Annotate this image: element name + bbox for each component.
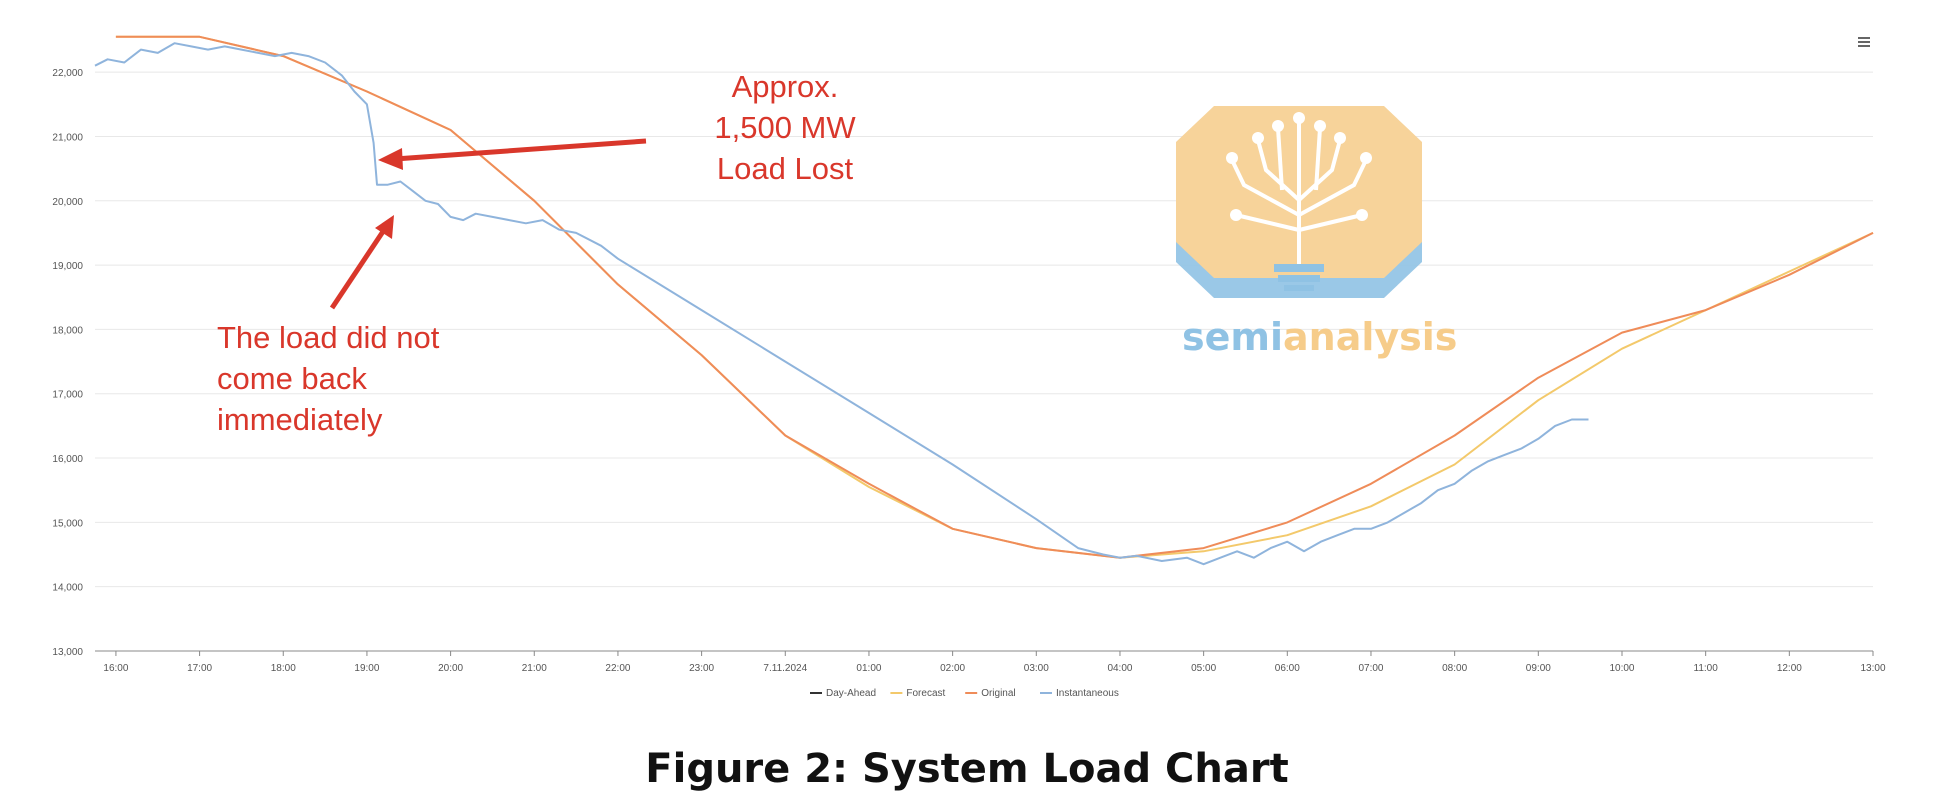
x-tick-label: 06:00 (1275, 663, 1300, 674)
y-tick-label: 13,000 (52, 647, 83, 658)
x-tick-label: 18:00 (271, 663, 296, 674)
y-tick-label: 21,000 (52, 132, 83, 143)
y-tick-label: 14,000 (52, 583, 83, 594)
x-tick-label: 05:00 (1191, 663, 1216, 674)
x-tick-label: 07:00 (1358, 663, 1383, 674)
annotation-line-1: Approx. (732, 69, 839, 104)
chart-legend: Day-Ahead Forecast Original Instantaneous (810, 688, 1119, 699)
annotation-line-3: Load Lost (717, 151, 854, 186)
legend-label: Original (981, 688, 1015, 699)
x-axis: 16:00 17:00 18:00 19:00 20:00 21:00 22:00 23:00… (103, 651, 1886, 674)
y-tick-label: 16,000 (52, 454, 83, 465)
x-tick-label: 12:00 (1777, 663, 1802, 674)
y-tick-label: 19,000 (52, 261, 83, 272)
semianalysis-logo: semianalysis (1176, 106, 1457, 359)
annotation2-line-3: immediately (217, 402, 383, 437)
chart-series (94, 35, 1874, 566)
series-line-forecast (115, 35, 1874, 559)
y-tick-label: 17,000 (52, 390, 83, 401)
legend-label: Instantaneous (1056, 688, 1119, 699)
x-tick-label: 20:00 (438, 663, 463, 674)
annotation2-line-1: The load did not (217, 320, 440, 355)
series-line-instantaneous (94, 42, 1589, 566)
x-tick-label: 7.11.2024 (763, 663, 807, 674)
x-tick-label: 22:00 (605, 663, 630, 674)
x-tick-label: 10:00 (1609, 663, 1634, 674)
y-tick-label: 22,000 (52, 68, 83, 79)
x-tick-label: 03:00 (1024, 663, 1049, 674)
annotation-load-lost: Approx. 1,500 MW Load Lost (378, 69, 856, 186)
hamburger-menu-icon[interactable] (1858, 37, 1870, 47)
legend-label: Forecast (906, 688, 945, 699)
y-tick-label: 18,000 (52, 325, 83, 336)
annotation-arrowhead-1 (378, 148, 403, 170)
x-tick-label: 09:00 (1526, 663, 1551, 674)
annotation-line-2: 1,500 MW (714, 110, 856, 145)
y-axis: 13,000 14,000 15,000 16,000 17,000 18,000 19,0… (52, 68, 83, 658)
x-tick-label: 11:00 (1694, 663, 1719, 674)
legend-label: Day-Ahead (826, 688, 876, 699)
y-tick-label: 20,000 (52, 197, 83, 208)
annotation-arrowhead-2 (375, 215, 394, 239)
x-tick-label: 16:00 (103, 663, 128, 674)
x-tick-label: 01:00 (856, 663, 881, 674)
annotation-arrow-1 (394, 138, 647, 162)
annotation-no-recovery: The load did not come back immediately (217, 215, 440, 437)
y-tick-label: 15,000 (52, 518, 83, 529)
series-line-original (115, 35, 1874, 559)
x-tick-label: 02:00 (940, 663, 965, 674)
logo-text: semianalysis (1182, 315, 1457, 359)
figure-caption: Figure 2: System Load Chart (645, 746, 1288, 792)
x-tick-label: 04:00 (1107, 663, 1132, 674)
x-tick-label: 13:00 (1860, 663, 1885, 674)
x-tick-label: 17:00 (187, 663, 212, 674)
annotation2-line-2: come back (217, 361, 367, 396)
chart-gridlines (95, 71, 1873, 652)
x-tick-label: 23:00 (689, 663, 714, 674)
x-tick-label: 08:00 (1442, 663, 1467, 674)
annotation-arrow-2 (329, 228, 387, 310)
x-tick-label: 21:00 (522, 663, 547, 674)
x-tick-label: 19:00 (354, 663, 379, 674)
